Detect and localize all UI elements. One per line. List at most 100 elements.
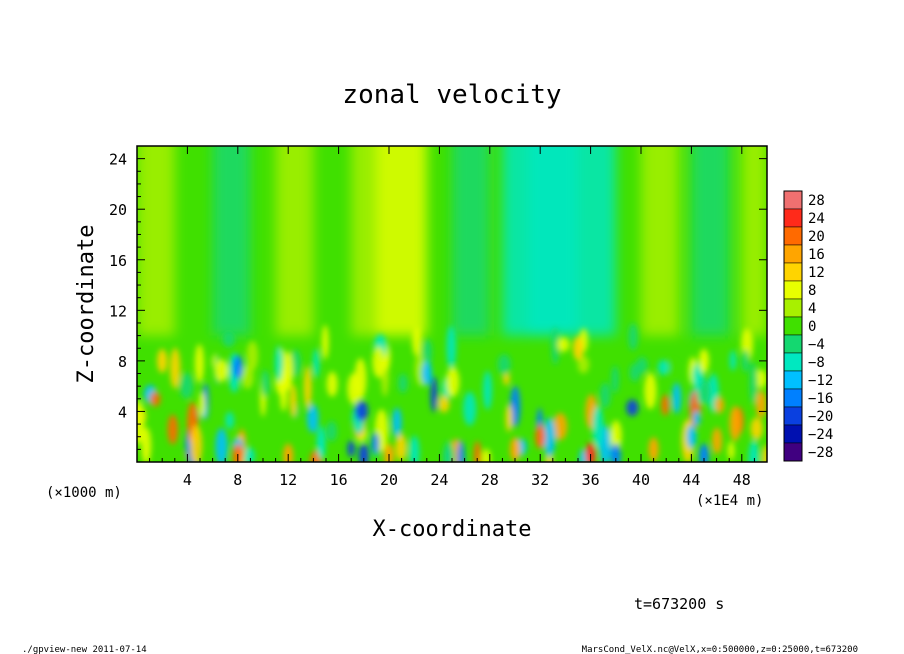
field-plume <box>671 382 682 414</box>
field-plume <box>395 434 407 461</box>
colorbar-segment <box>783 424 803 444</box>
colorbar-label: 8 <box>808 283 816 299</box>
field-plume <box>321 324 329 360</box>
field-plume <box>592 405 604 449</box>
field-extreme <box>535 424 546 449</box>
field-plume <box>306 404 319 433</box>
colorbar-segment <box>783 352 803 372</box>
field-band <box>275 146 314 336</box>
colorbar-segment <box>783 370 803 390</box>
x-tick-label: 36 <box>582 471 600 489</box>
field-plume <box>727 441 735 460</box>
colorbar-frame <box>783 190 803 462</box>
field-plume <box>215 427 228 462</box>
field-plume <box>167 414 178 445</box>
field-plume <box>543 417 556 458</box>
field-plume <box>241 364 254 389</box>
x-tick-label: 40 <box>632 471 650 489</box>
y-tick-label: 8 <box>118 353 127 371</box>
field-plume <box>749 362 758 405</box>
field-plume <box>577 355 590 374</box>
colorbar: 28 24 20 16 12 8 4 0 −4 −8 −12 −16 −20 −24 −28 <box>783 190 833 462</box>
field-plume <box>610 420 622 451</box>
field-plume <box>698 379 711 405</box>
field-plume <box>225 411 234 429</box>
colorbar-label: −8 <box>808 355 825 371</box>
field-band <box>137 146 175 336</box>
field-plume <box>214 359 229 382</box>
field-band <box>452 146 490 336</box>
field-plume <box>246 340 259 371</box>
field-band <box>527 146 578 336</box>
field-plume <box>179 372 194 399</box>
field-plume <box>664 359 679 375</box>
field-plume <box>438 395 450 413</box>
field-extreme <box>157 348 168 373</box>
y-tick-label: 24 <box>109 151 127 169</box>
field-extreme <box>699 443 709 462</box>
field-plume <box>190 425 203 462</box>
colorbar-label: 28 <box>808 193 825 209</box>
colorbar-label: 24 <box>808 211 825 227</box>
colorbar-label: −24 <box>808 427 833 443</box>
field-plume <box>714 396 725 414</box>
field-plume <box>422 339 433 366</box>
field-plume <box>194 344 205 383</box>
field-plume <box>347 373 361 405</box>
field-plume <box>303 366 312 409</box>
field-plume <box>371 432 380 454</box>
field-plume <box>711 427 723 455</box>
field-plume <box>497 354 511 375</box>
field-plume <box>274 345 283 382</box>
field-plume <box>412 325 422 357</box>
colorbar-label: −20 <box>808 409 833 425</box>
field-plume <box>150 391 161 407</box>
field-plume <box>326 371 338 397</box>
field-plume <box>316 425 326 459</box>
colorbar-label: −12 <box>808 373 833 389</box>
field-extreme <box>699 348 709 373</box>
field-plume <box>503 371 510 386</box>
field-extreme <box>232 443 243 462</box>
colorbar-segment <box>783 190 803 210</box>
field-extreme <box>510 437 520 462</box>
field-plume <box>599 382 611 409</box>
colorbar-segment <box>783 388 803 408</box>
y-axis: 4 8 12 16 20 24 <box>109 151 767 450</box>
chart-title: zonal velocity <box>342 80 561 110</box>
field-plume <box>446 325 457 369</box>
field-plume <box>430 376 438 413</box>
field-extreme <box>573 336 583 361</box>
field-plume <box>729 406 741 442</box>
field-plume <box>446 367 460 398</box>
field-plume <box>579 448 587 462</box>
field-plume <box>481 448 491 462</box>
field-plume <box>283 351 293 391</box>
field-plume <box>347 440 355 457</box>
x-tick-label: 20 <box>380 471 398 489</box>
field-plume <box>510 385 521 428</box>
field-plume <box>261 370 270 398</box>
x-tick-label: 32 <box>531 471 549 489</box>
field-plume <box>289 384 297 418</box>
colorbar-label: 20 <box>808 229 825 245</box>
field-plume <box>409 435 420 462</box>
colorbar-label: 12 <box>808 265 825 281</box>
field-plume <box>741 349 750 373</box>
field-plume <box>505 404 513 433</box>
colorbar-segment <box>783 442 803 462</box>
x-axis: 4 8 12 16 20 24 28 32 36 40 44 48 <box>149 146 755 489</box>
y-tick-label: 16 <box>109 252 127 270</box>
field-plume <box>628 323 638 351</box>
field-plume <box>169 347 181 389</box>
colorbar-segment <box>783 406 803 426</box>
field-plume <box>457 440 465 462</box>
field-extreme <box>585 442 596 462</box>
field-extreme <box>686 424 697 449</box>
x-unit-left: (×1000 m) <box>46 485 122 501</box>
field-plume <box>463 391 477 426</box>
field-extreme <box>648 437 659 462</box>
field-plume <box>657 359 669 376</box>
field-band <box>376 146 427 336</box>
